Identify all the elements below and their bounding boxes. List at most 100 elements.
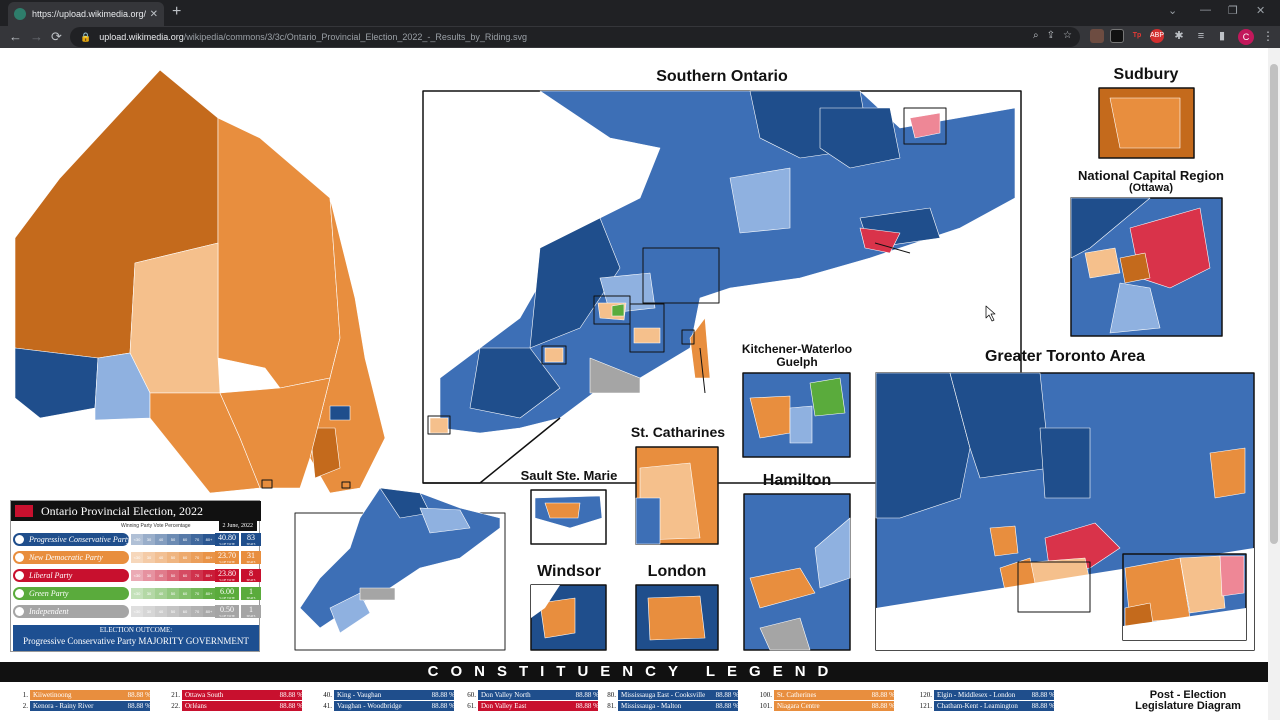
outcome-value: Progressive Conservative Party MAJORITY … <box>23 636 249 646</box>
inset-title-london: London <box>647 563 707 580</box>
share-icon[interactable]: ⇪ <box>1046 30 1056 41</box>
scale-step: 50 <box>167 570 179 581</box>
legend-entry: 22. Orléans 88.88 % <box>160 701 306 711</box>
inset-sudbury <box>1098 87 1195 159</box>
vote-scale: <30 30 40 50 60 70 80+ <box>131 534 215 545</box>
window-close-icon[interactable]: ✕ <box>1256 5 1266 17</box>
browser-toolbar: ← → ⟳ 🔒 upload.wikimedia.org/wikipedia/c… <box>0 26 1280 48</box>
scale-step: 60 <box>179 570 191 581</box>
legend-entry: 100. St. Catherines 88.88 % <box>752 690 898 700</box>
extension-icon[interactable] <box>1110 29 1124 43</box>
new-tab-button[interactable]: + <box>172 3 182 20</box>
riding-name: Mississauga - Malton <box>618 701 738 711</box>
party-dot-icon <box>15 607 24 616</box>
legend-entry: 61. Don Valley East 88.88 % <box>456 701 602 711</box>
reload-button[interactable]: ⟳ <box>51 29 62 44</box>
riding-inset-marker <box>329 405 351 421</box>
scrollbar-thumb[interactable] <box>1270 64 1278 544</box>
lock-icon[interactable]: 🔒 <box>80 31 92 42</box>
tab-title: https://upload.wikimedia.org/wi <box>32 9 146 19</box>
inset-title-ncr: National Capital Region <box>1078 168 1224 183</box>
party-name: New Democratic Party <box>13 551 129 564</box>
party-dot-icon <box>15 535 24 544</box>
party-name: Green Party <box>13 587 129 600</box>
riding-number: 41. <box>323 702 332 710</box>
menu-kebab-icon[interactable]: ⋮ <box>1262 29 1274 43</box>
riding-name: Chatham-Kent - Leamington <box>934 701 1054 711</box>
extension-icon[interactable] <box>1090 29 1104 43</box>
legend-entry: 80. Mississauga East - Cooksville 88.88 % <box>596 690 742 700</box>
riding-name: Don Valley North <box>478 690 598 700</box>
extension-tp-icon[interactable]: Tp <box>1132 32 1142 39</box>
riding-vote-percent: 88.88 % <box>1031 691 1055 699</box>
bookmark-star-icon[interactable]: ☆ <box>1063 30 1072 41</box>
riding-vote-percent: 88.88 % <box>871 702 895 710</box>
minimize-icon[interactable]: — <box>1200 4 1211 16</box>
party-name: Independent <box>13 605 129 618</box>
legend-entry: 121. Chatham-Kent - Leamington 88.88 % <box>912 701 1058 711</box>
scale-step: 60 <box>179 588 191 599</box>
address-bar[interactable]: 🔒 upload.wikimedia.org/wikipedia/commons… <box>70 27 1080 47</box>
party-row: New Democratic Party <30 30 40 50 60 70 80+ 23.7… <box>13 551 261 564</box>
chevron-down-icon[interactable]: ⌄ <box>1168 5 1178 17</box>
riding-vote-percent: 88.88 % <box>279 702 303 710</box>
scale-step: 30 <box>143 552 155 563</box>
party-row: Green Party <30 30 40 50 60 70 80+ 6.00% OF VOTE… <box>13 587 261 600</box>
party-seats: 8 SEATS <box>241 569 261 582</box>
riding-vote-percent: 88.88 % <box>1031 702 1055 710</box>
scale-step: 80+ <box>203 570 215 581</box>
inset-subtitle-guelph: Guelph <box>776 355 818 369</box>
adblock-plus-icon[interactable]: ABP <box>1150 29 1164 43</box>
riding-name: Elgin - Middlesex - London <box>934 690 1054 700</box>
puzzle-extensions-icon[interactable]: ✱ <box>1174 30 1184 42</box>
scale-step: <30 <box>131 606 143 617</box>
scale-step: 70 <box>191 534 203 545</box>
party-dot-icon <box>15 589 24 598</box>
browser-tab[interactable]: https://upload.wikimedia.org/wi ✕ <box>8 2 164 26</box>
reading-list-icon[interactable]: ≡ <box>1197 30 1205 42</box>
restore-icon[interactable]: ❐ <box>1228 5 1238 17</box>
party-seats: 1 SEATS <box>241 587 261 600</box>
vertical-scrollbar[interactable] <box>1268 48 1280 720</box>
scale-step: 80+ <box>203 552 215 563</box>
back-button[interactable]: ← <box>9 29 22 44</box>
ontario-flag-icon <box>15 505 33 517</box>
scale-step: 50 <box>167 534 179 545</box>
riding-name: Kenora - Rainy River <box>30 701 150 711</box>
party-dot-icon <box>15 571 24 580</box>
inset-title-kitchener-waterloo: Kitchener-Waterloo <box>741 342 853 356</box>
forward-button[interactable]: → <box>30 29 43 44</box>
inset-title-hamilton: Hamilton <box>762 472 832 489</box>
profile-avatar[interactable]: C <box>1238 29 1254 45</box>
riding-thunder-bay <box>129 242 221 394</box>
riding-vote-percent: 88.88 % <box>279 691 303 699</box>
riding-name: Don Valley East <box>478 701 598 711</box>
side-panel-icon[interactable]: ▮ <box>1218 30 1226 42</box>
inset-st-catharines <box>635 446 719 545</box>
riding-number: 1. <box>22 691 28 699</box>
post-election-diagram-label: Post - Election Legislature Diagram <box>1135 689 1241 712</box>
riding-number: 40. <box>323 691 332 699</box>
outcome-label: ELECTION OUTCOME: <box>99 626 173 634</box>
inset-kitchener-waterloo-guelph <box>742 372 851 458</box>
scale-step: 80+ <box>203 606 215 617</box>
legend-entry: 81. Mississauga - Malton 88.88 % <box>596 701 742 711</box>
scale-step: 80+ <box>203 588 215 599</box>
scale-step: 30 <box>143 588 155 599</box>
zoom-icon[interactable]: ⌕ <box>1033 30 1039 41</box>
riding-vote-percent: 88.88 % <box>431 702 455 710</box>
party-dot-icon <box>15 553 24 562</box>
party-vote-share: 23.70% OF VOTE <box>215 551 239 564</box>
riding-vote-percent: 88.88 % <box>715 702 739 710</box>
legend-entry: 41. Vaughan - Woodbridge 88.88 % <box>312 701 458 711</box>
url-text[interactable]: upload.wikimedia.org/wikipedia/commons/3… <box>99 32 527 42</box>
legend-entry: 120. Elgin - Middlesex - London 88.88 % <box>912 690 1058 700</box>
scale-step: 50 <box>167 588 179 599</box>
scale-step: 40 <box>155 588 167 599</box>
party-seats: 31 SEATS <box>241 551 261 564</box>
inset-london <box>635 584 719 651</box>
party-row: Liberal Party <30 30 40 50 60 70 80+ 23.80% OF V… <box>13 569 261 582</box>
legend-entry: 2. Kenora - Rainy River 88.88 % <box>8 701 154 711</box>
mouse-cursor-icon <box>985 305 996 322</box>
tab-close-icon[interactable]: ✕ <box>149 8 158 20</box>
